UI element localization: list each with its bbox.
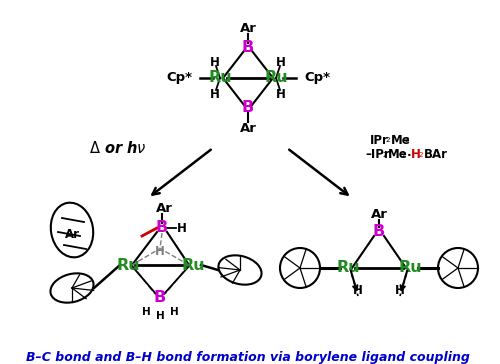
Text: H: H — [155, 245, 165, 258]
Text: H: H — [142, 307, 150, 317]
Text: Cp*: Cp* — [166, 71, 192, 84]
Text: H: H — [276, 87, 286, 100]
Text: H: H — [276, 55, 286, 68]
Text: B: B — [242, 100, 254, 115]
Text: Ru: Ru — [336, 261, 360, 276]
Text: H: H — [177, 222, 187, 234]
Text: Ar: Ar — [156, 202, 172, 214]
Text: B: B — [373, 225, 385, 240]
Text: $_2$: $_2$ — [418, 150, 424, 160]
Text: $_2$: $_2$ — [382, 150, 388, 160]
Text: –IPr: –IPr — [365, 149, 390, 162]
Text: B: B — [156, 221, 168, 236]
Text: Ru: Ru — [264, 71, 288, 86]
Text: H: H — [170, 307, 178, 317]
Text: H: H — [411, 149, 421, 162]
Text: Ar: Ar — [240, 21, 256, 35]
Text: Ru: Ru — [398, 261, 422, 276]
Text: B–C bond and B–H bond formation via borylene ligand coupling: B–C bond and B–H bond formation via bory… — [26, 352, 470, 364]
Text: Ru: Ru — [181, 257, 205, 273]
Text: Ru: Ru — [116, 257, 140, 273]
Text: $_2$: $_2$ — [385, 135, 391, 145]
Text: $_2$: $_2$ — [404, 135, 410, 145]
Text: B: B — [242, 40, 254, 55]
Text: Ru: Ru — [208, 71, 232, 86]
Text: H: H — [210, 55, 220, 68]
Text: Cp*: Cp* — [304, 71, 330, 84]
Text: Ar: Ar — [240, 122, 256, 135]
Text: Ar: Ar — [370, 207, 388, 221]
Text: Me: Me — [388, 149, 408, 162]
Text: H: H — [395, 284, 405, 297]
Text: Ar: Ar — [64, 229, 80, 241]
Text: BAr: BAr — [424, 149, 448, 162]
Text: B: B — [154, 290, 166, 305]
Text: H: H — [353, 284, 363, 297]
Text: Me: Me — [391, 134, 411, 146]
Text: H: H — [210, 87, 220, 100]
Text: H: H — [156, 311, 164, 321]
Text: $\Delta$ or h$\nu$: $\Delta$ or h$\nu$ — [89, 140, 147, 156]
Text: ·: · — [407, 149, 412, 162]
Text: $_2$: $_2$ — [401, 150, 407, 160]
Text: IPr: IPr — [370, 134, 389, 146]
